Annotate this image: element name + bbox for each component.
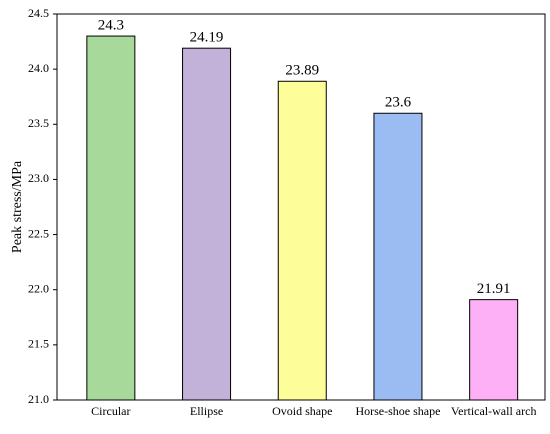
x-tick-label: Circular (91, 404, 130, 418)
y-tick-label: 21.5 (28, 337, 49, 351)
y-axis-label: Peak stress/MPa (10, 160, 25, 253)
bar (277, 80, 327, 401)
x-tick-label: Ovoid shape (272, 404, 332, 418)
data-label: 23.89 (285, 63, 319, 79)
y-tick-label: 23.5 (28, 116, 49, 130)
data-label: 24.19 (190, 30, 224, 46)
x-tick-label: Vertical-wall arch (451, 404, 537, 418)
x-tick-label: Ellipse (190, 404, 223, 418)
x-tick-label: Horse-shoe shape (355, 404, 440, 418)
bar (469, 299, 519, 401)
data-label: 24.3 (98, 17, 124, 33)
bar (373, 112, 423, 401)
data-label: 21.91 (477, 281, 511, 297)
y-tick-label: 21.0 (28, 392, 49, 406)
data-label: 23.6 (385, 95, 412, 111)
y-tick-label: 24.5 (28, 6, 49, 20)
bar (182, 47, 232, 401)
y-tick-label: 23.0 (28, 171, 49, 185)
bar (86, 35, 136, 401)
y-tick-label: 22.5 (28, 226, 49, 240)
y-tick-label: 22.0 (28, 281, 49, 295)
y-tick-label: 24.0 (28, 61, 49, 75)
